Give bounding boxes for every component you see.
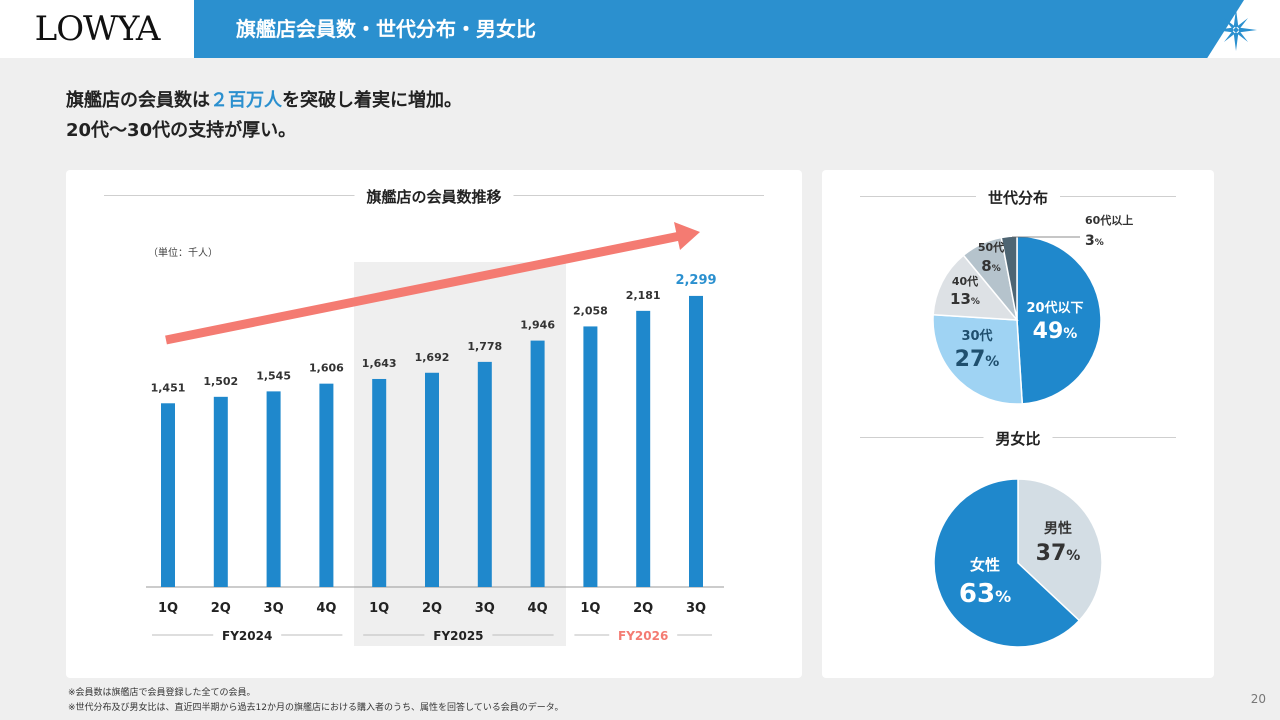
slide-title: 旗艦店会員数・世代分布・男女比 [236, 17, 536, 41]
slide-header: LOWYA 旗艦店会員数・世代分布・男女比 [0, 0, 1280, 58]
age-chart-title: 世代分布 [975, 187, 1061, 208]
gender-chart-title: 男女比 [983, 428, 1053, 449]
headline-text-pre: 旗艦店の会員数は [66, 90, 210, 111]
logo: LOWYA [0, 0, 194, 58]
footnote-1: ※会員数は旗艦店で会員登録した全ての会員。 [68, 688, 256, 698]
headline-line-2: 20代～30代の支持が厚い。 [66, 120, 297, 141]
footnote-2: ※世代分布及び男女比は、直近四半期から過去12か月の旗艦店における購入者のうち、… [68, 703, 564, 713]
star-emblem-icon [1215, 9, 1257, 51]
page-number: 20 [1250, 692, 1266, 706]
logo-text: LOWYA [34, 9, 161, 49]
headline-line-1: 旗艦店の会員数は２百万人を突破し着実に増加。 [66, 86, 462, 116]
members-chart-title: 旗艦店の会員数推移 [354, 186, 514, 207]
headline-highlight: ２百万人 [210, 90, 282, 111]
title-band [194, 0, 1244, 58]
unit-label: （単位：千人） [148, 248, 218, 259]
demographics-panel [822, 170, 1214, 678]
headline: 旗艦店の会員数は２百万人を突破し着実に増加。 20代～30代の支持が厚い。 [66, 86, 462, 146]
headline-text-post: を突破し着実に増加。 [282, 90, 462, 111]
